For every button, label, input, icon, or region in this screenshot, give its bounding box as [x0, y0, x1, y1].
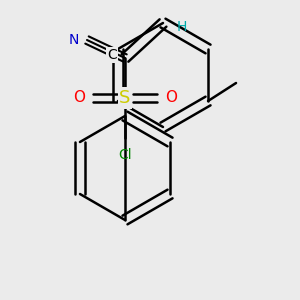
Text: C: C	[107, 48, 117, 62]
Text: N: N	[69, 33, 79, 47]
Text: Cl: Cl	[118, 148, 132, 162]
Text: H: H	[177, 20, 188, 34]
Text: S: S	[119, 89, 131, 107]
Text: O: O	[73, 91, 85, 106]
Text: O: O	[165, 91, 177, 106]
